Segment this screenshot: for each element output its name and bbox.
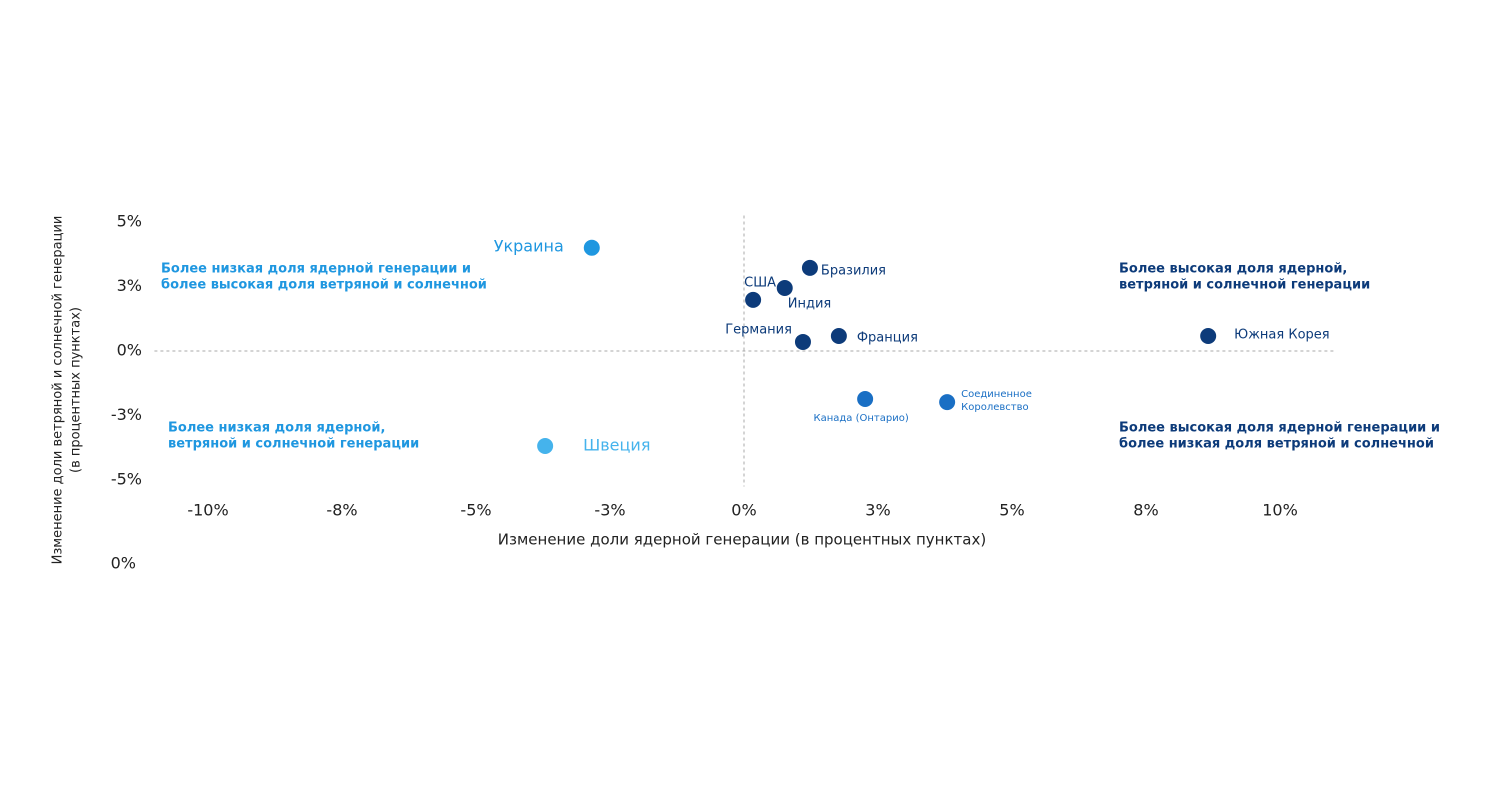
- quadrant-note: Более высокая доля ядерной,: [1119, 262, 1347, 277]
- y-tick-label: -3%: [111, 405, 142, 424]
- quadrant-note: более высокая доля ветряной и солнечной: [161, 278, 487, 293]
- quadrant-note: Более низкая доля ядерной генерации и: [161, 262, 471, 277]
- x-tick-label: 8%: [1133, 501, 1158, 520]
- y-tick-label: -5%: [111, 470, 142, 489]
- point-label: Украина: [494, 236, 564, 255]
- y-axis-title: (в процентных пунктах): [69, 307, 84, 473]
- point-label: Франция: [857, 331, 918, 346]
- x-axis-title: Изменение доли ядерной генерации (в проц…: [498, 531, 986, 549]
- point-label: Южная Корея: [1234, 328, 1329, 343]
- y-axis-title: Изменение доли ветряной и солнечной гене…: [51, 216, 66, 565]
- point: [1200, 328, 1217, 345]
- point: [801, 259, 818, 276]
- point-label: США: [744, 275, 776, 290]
- x-tick-label: -5%: [460, 501, 491, 520]
- y-tick-label: 5%: [117, 211, 142, 230]
- point: [857, 391, 874, 408]
- point: [776, 280, 793, 297]
- point-label: Бразилия: [821, 263, 886, 278]
- point: [939, 394, 956, 411]
- point: [537, 437, 554, 454]
- point-label: Канада (Онтарио): [814, 413, 909, 424]
- x-tick-label: -8%: [326, 501, 357, 520]
- point: [830, 328, 847, 345]
- point-label: Индия: [788, 297, 831, 312]
- point-label: Германия: [725, 322, 792, 337]
- quadrant-note: ветряной и солнечной генерации: [1119, 278, 1370, 293]
- point-label: Швеция: [583, 435, 650, 454]
- quadrant-note: Более высокая доля ядерной генерации и: [1119, 421, 1440, 436]
- extra-label: 0%: [111, 554, 136, 573]
- point: [583, 239, 600, 256]
- x-tick-label: 3%: [865, 501, 890, 520]
- point: [794, 333, 811, 350]
- quadrant-note: Более низкая доля ядерной,: [168, 421, 385, 436]
- x-tick-label: -3%: [594, 501, 625, 520]
- x-tick-label: -10%: [187, 501, 228, 520]
- y-tick-label: 3%: [117, 276, 142, 295]
- x-tick-label: 10%: [1262, 501, 1298, 520]
- x-tick-label: 0%: [731, 501, 756, 520]
- point: [745, 291, 762, 308]
- point-label: Соединенное: [961, 389, 1032, 400]
- x-tick-label: 5%: [999, 501, 1024, 520]
- quadrant-note: более низкая доля ветряной и солнечной: [1119, 437, 1434, 452]
- y-tick-label: 0%: [117, 341, 142, 360]
- point-label: Королевство: [961, 402, 1028, 413]
- quadrant-note: ветряной и солнечной генерации: [168, 437, 419, 452]
